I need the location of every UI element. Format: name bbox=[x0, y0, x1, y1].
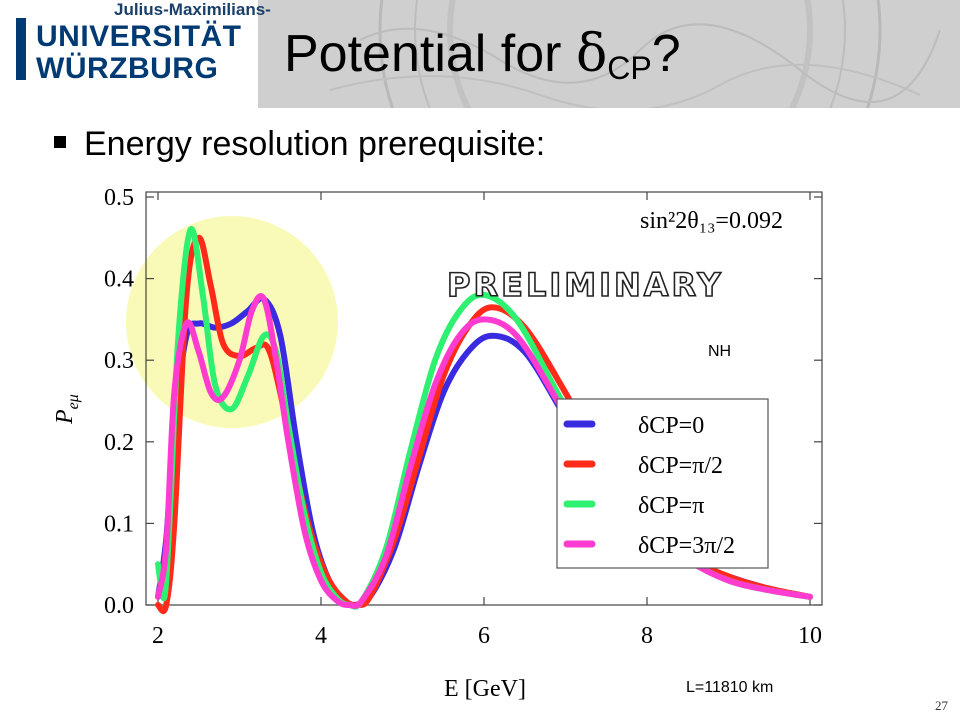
x-tick-label: 6 bbox=[478, 623, 490, 649]
university-logo: Julius-Maximilians- UNIVERSITÄT WÜRZBURG bbox=[0, 0, 271, 108]
title-symbol: δ bbox=[575, 24, 608, 84]
logo-bar bbox=[16, 18, 26, 80]
x-tick-label: 8 bbox=[641, 623, 653, 649]
x-tick-label: 10 bbox=[798, 623, 822, 649]
theta-annotation: sin²2θ₁₃=0.092 bbox=[640, 208, 783, 234]
logo-line-2: WÜRZBURG bbox=[36, 52, 219, 85]
bullet-point: Energy resolution prerequisite: bbox=[54, 125, 545, 164]
legend-label: δCP=π/2 bbox=[638, 453, 723, 479]
x-axis-label: E [GeV] bbox=[444, 676, 526, 702]
slide-header: Julius-Maximilians- UNIVERSITÄT WÜRZBURG… bbox=[0, 0, 960, 108]
legend-label: δCP=3π/2 bbox=[638, 533, 735, 559]
y-tick-label: 0.3 bbox=[104, 348, 134, 374]
y-tick-label: 0.1 bbox=[104, 511, 134, 537]
y-tick-label: 0.5 bbox=[104, 185, 134, 211]
square-bullet-icon bbox=[54, 136, 66, 148]
y-tick-label: 0.2 bbox=[104, 430, 134, 456]
x-tick-label: 4 bbox=[315, 623, 327, 649]
legend-label: δCP=0 bbox=[638, 413, 704, 439]
title-suffix: ? bbox=[651, 25, 681, 83]
university-seal-watermark bbox=[329, 0, 941, 108]
y-axis-label: Peμ bbox=[52, 394, 82, 425]
legend-label: δCP=π bbox=[638, 493, 704, 519]
baseline-label: L=11810 km bbox=[686, 679, 773, 696]
hierarchy-label: NH bbox=[708, 343, 731, 360]
logo-line-1: UNIVERSITÄT bbox=[36, 20, 242, 53]
y-tick-label: 0.4 bbox=[104, 267, 134, 293]
page-number: 27 bbox=[935, 698, 948, 713]
title-subscript: CP bbox=[607, 50, 652, 86]
slide-title: Potential for δCP? bbox=[284, 24, 681, 87]
title-text: Potential for bbox=[284, 25, 576, 83]
bullet-text: Energy resolution prerequisite: bbox=[84, 125, 546, 163]
axes: 2 4 6 8 10 0.0 0.1 0.2 0.3 0.4 0.5 bbox=[104, 185, 822, 649]
y-tick-label: 0.0 bbox=[104, 593, 134, 619]
preliminary-watermark: PRELIMINARY bbox=[447, 266, 724, 304]
x-tick-label: 2 bbox=[152, 623, 164, 649]
legend: δCP=0 δCP=π/2 δCP=π δCP=3π/2 bbox=[556, 398, 769, 569]
logo-subtitle: Julius-Maximilians- bbox=[114, 0, 271, 19]
